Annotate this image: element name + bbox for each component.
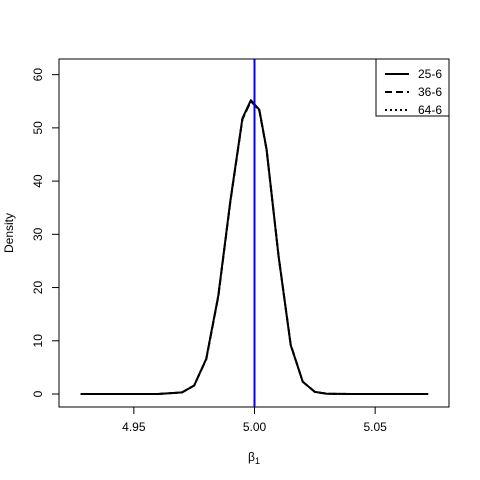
y-tick-label: 10 bbox=[31, 334, 45, 348]
axes: 4.95 5.00 5.05 0 10 20 30 40 50 60 β1 Density bbox=[2, 58, 450, 466]
x-tick-label: 5.05 bbox=[363, 420, 387, 434]
y-tick-label: 60 bbox=[31, 68, 45, 82]
y-tick-label: 40 bbox=[31, 174, 45, 188]
x-tick-label: 4.95 bbox=[122, 420, 146, 434]
y-tick-label: 0 bbox=[31, 390, 45, 397]
legend-box bbox=[375, 58, 450, 117]
legend-label: 25-6 bbox=[418, 67, 442, 81]
y-tick-label: 30 bbox=[31, 227, 45, 241]
legend-label: 64-6 bbox=[418, 103, 442, 117]
plot-area bbox=[80, 59, 429, 407]
x-tick-label: 5.00 bbox=[243, 420, 267, 434]
y-axis-title: Density bbox=[2, 213, 16, 253]
y-tick-label: 50 bbox=[31, 121, 45, 135]
series-line-64-6 bbox=[80, 99, 429, 395]
y-tick-label: 20 bbox=[31, 281, 45, 295]
x-axis-title: β1 bbox=[248, 450, 260, 466]
legend-label: 36-6 bbox=[418, 85, 442, 99]
legend: 25-6 36-6 64-6 bbox=[375, 58, 450, 117]
